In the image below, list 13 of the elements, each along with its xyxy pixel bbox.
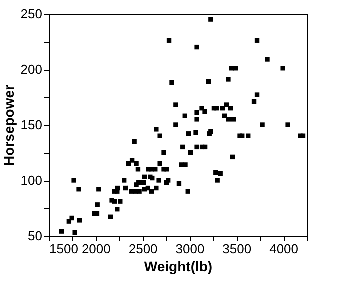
y-tick-label: 250	[20, 6, 42, 22]
x-axis-title: Weight(lb)	[144, 258, 213, 274]
x-tick-label: 2500	[128, 242, 158, 256]
x-tick-label: 3500	[222, 242, 252, 256]
y-tick-label: 50	[28, 228, 42, 244]
x-tick-label: 4000	[270, 242, 299, 256]
x-tick-label: 2000	[82, 242, 111, 256]
y-tick-label: 150	[20, 118, 42, 132]
x-tick-label: 3000	[176, 242, 205, 256]
y-tick-label: 100	[20, 173, 42, 188]
y-tick-label: 200	[20, 62, 42, 77]
y-axis-title: Horsepower	[0, 84, 17, 166]
x-tick-label: 1500	[50, 242, 78, 256]
